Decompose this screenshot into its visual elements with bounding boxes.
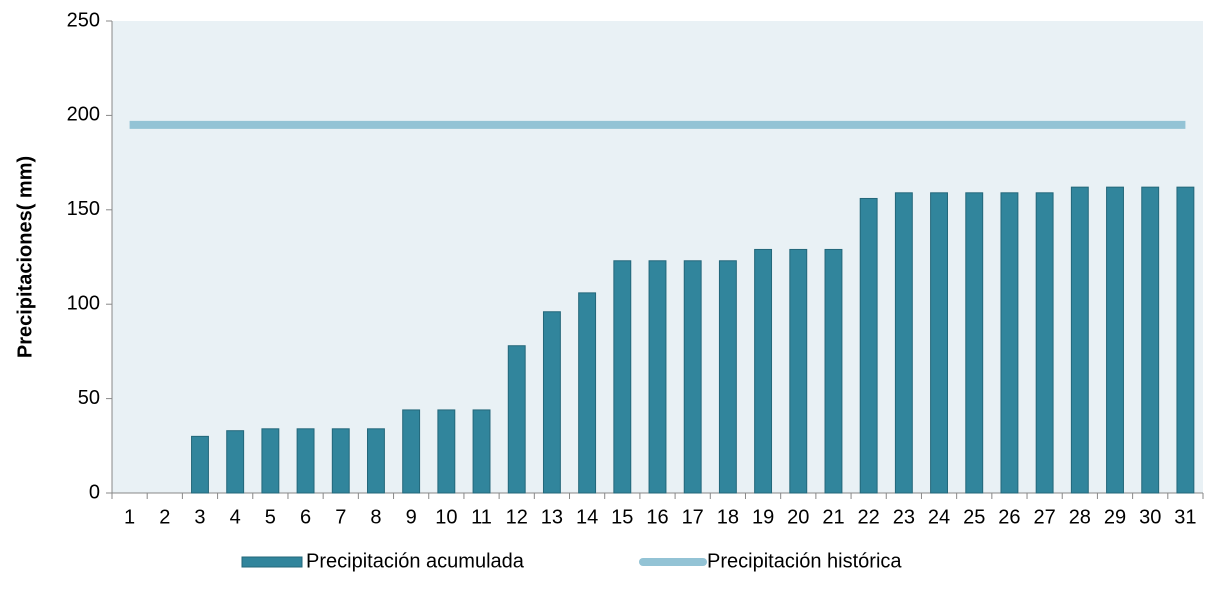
bar <box>367 428 385 494</box>
x-tick-label: 6 <box>300 506 311 528</box>
x-tick-label: 25 <box>963 506 985 528</box>
x-tick-label: 5 <box>265 506 276 528</box>
bar <box>613 260 632 494</box>
bar <box>683 260 702 494</box>
bar <box>507 345 526 494</box>
bar <box>542 311 561 494</box>
y-tick-label: 50 <box>78 387 100 409</box>
x-tick-label: 4 <box>230 506 241 528</box>
bar <box>965 192 984 494</box>
bar <box>1141 186 1160 494</box>
y-tick-label: 200 <box>67 104 100 126</box>
x-tick-label: 8 <box>370 506 381 528</box>
x-tick-label: 7 <box>335 506 346 528</box>
x-tick-label: 24 <box>928 506 950 528</box>
bar <box>718 260 737 494</box>
x-tick-label: 15 <box>611 506 633 528</box>
bar <box>894 192 913 494</box>
bar <box>1000 192 1019 494</box>
bar <box>331 428 350 494</box>
y-tick-label: 150 <box>67 198 100 220</box>
x-tick-label: 10 <box>435 506 457 528</box>
x-tick-label: 9 <box>406 506 417 528</box>
bar <box>402 409 421 494</box>
y-tick-label: 250 <box>67 9 100 31</box>
x-tick-label: 22 <box>858 506 880 528</box>
bar <box>226 430 245 494</box>
x-tick-label: 27 <box>1034 506 1056 528</box>
bar <box>824 248 843 494</box>
x-tick-label: 29 <box>1104 506 1126 528</box>
x-tick-label: 16 <box>646 506 668 528</box>
x-tick-label: 18 <box>717 506 739 528</box>
bar <box>648 260 667 494</box>
x-tick-label: 21 <box>822 506 844 528</box>
legend-swatch <box>241 556 303 568</box>
legend-label: Precipitación acumulada <box>306 550 525 572</box>
bar <box>1035 192 1054 494</box>
bar <box>1106 186 1124 494</box>
x-tick-label: 19 <box>752 506 774 528</box>
legend-label: Precipitación histórica <box>707 550 902 572</box>
bar <box>930 192 948 494</box>
y-tick-label: 100 <box>67 292 100 314</box>
y-axis-label: Precipitaciones( mm) <box>14 156 36 358</box>
bar <box>261 428 280 494</box>
x-tick-label: 1 <box>124 506 135 528</box>
bar <box>754 248 773 494</box>
bar <box>191 435 209 494</box>
x-tick-label: 12 <box>506 506 528 528</box>
bar <box>437 409 456 494</box>
bar <box>296 428 315 494</box>
bar <box>578 292 597 494</box>
x-tick-label: 14 <box>576 506 598 528</box>
x-tick-label: 3 <box>194 506 205 528</box>
bar <box>1176 186 1195 494</box>
x-tick-label: 20 <box>787 506 809 528</box>
x-tick-label: 23 <box>893 506 915 528</box>
y-tick-label: 0 <box>89 481 100 503</box>
x-tick-label: 30 <box>1139 506 1161 528</box>
x-tick-label: 28 <box>1069 506 1091 528</box>
x-tick-label: 2 <box>159 506 170 528</box>
x-tick-label: 17 <box>682 506 704 528</box>
bar <box>1070 186 1089 494</box>
bar <box>859 197 878 494</box>
bar <box>472 409 491 494</box>
x-tick-label: 31 <box>1174 506 1196 528</box>
bar <box>789 248 808 494</box>
x-tick-label: 11 <box>471 506 492 528</box>
x-tick-label: 26 <box>998 506 1020 528</box>
x-tick-label: 13 <box>541 506 563 528</box>
